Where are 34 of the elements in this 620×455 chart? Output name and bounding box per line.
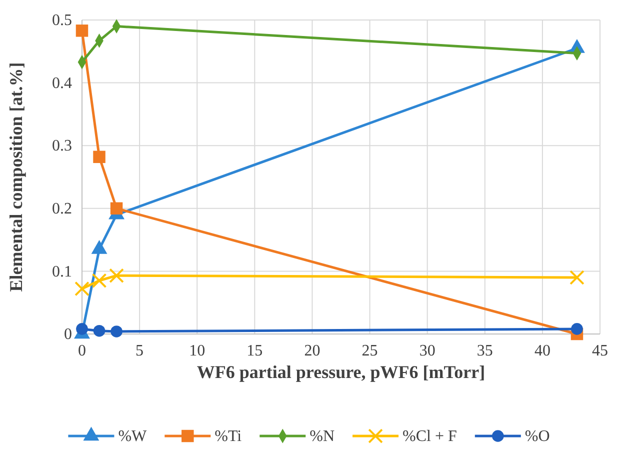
x-tick-label: 0 (78, 342, 86, 360)
y-tick-label: 0.5 (52, 12, 72, 30)
point (93, 150, 106, 164)
x-tick-label: 40 (534, 342, 550, 360)
x-tick-label: 10 (189, 342, 206, 360)
x-tick-label: 45 (592, 342, 608, 360)
point (76, 24, 88, 37)
point (76, 323, 88, 335)
x-tick-label: 25 (362, 342, 378, 360)
y-tick-label: 0.3 (52, 138, 72, 155)
point (571, 323, 583, 335)
point (110, 326, 122, 338)
point (110, 202, 123, 215)
point (74, 281, 90, 296)
x-tick-label: 35 (476, 342, 493, 360)
legend-label: %N (310, 428, 335, 445)
legend-label: %W (118, 428, 148, 445)
x-tick-label: 15 (246, 342, 263, 360)
y-tick-label: 0.4 (52, 74, 72, 92)
point (109, 268, 124, 284)
x-axis-title: WF6 partial pressure, pWF6 [mTorr] (196, 362, 486, 382)
y-axis-title: Elemental composition [at.%] (6, 62, 26, 292)
x-tick-label: 30 (419, 342, 436, 360)
legend-label: %Ti (214, 428, 242, 445)
y-tick-label: 0.2 (52, 200, 72, 218)
point (92, 273, 107, 288)
legend-label: %Cl + F (402, 428, 457, 445)
point (93, 324, 106, 337)
legend-label: %O (524, 428, 550, 445)
point (570, 270, 584, 285)
x-tick-label: 20 (304, 342, 320, 360)
x-tick-label: 5 (136, 342, 144, 360)
y-tick-label: 0 (64, 326, 72, 344)
y-tick-label: 0.1 (52, 263, 72, 280)
